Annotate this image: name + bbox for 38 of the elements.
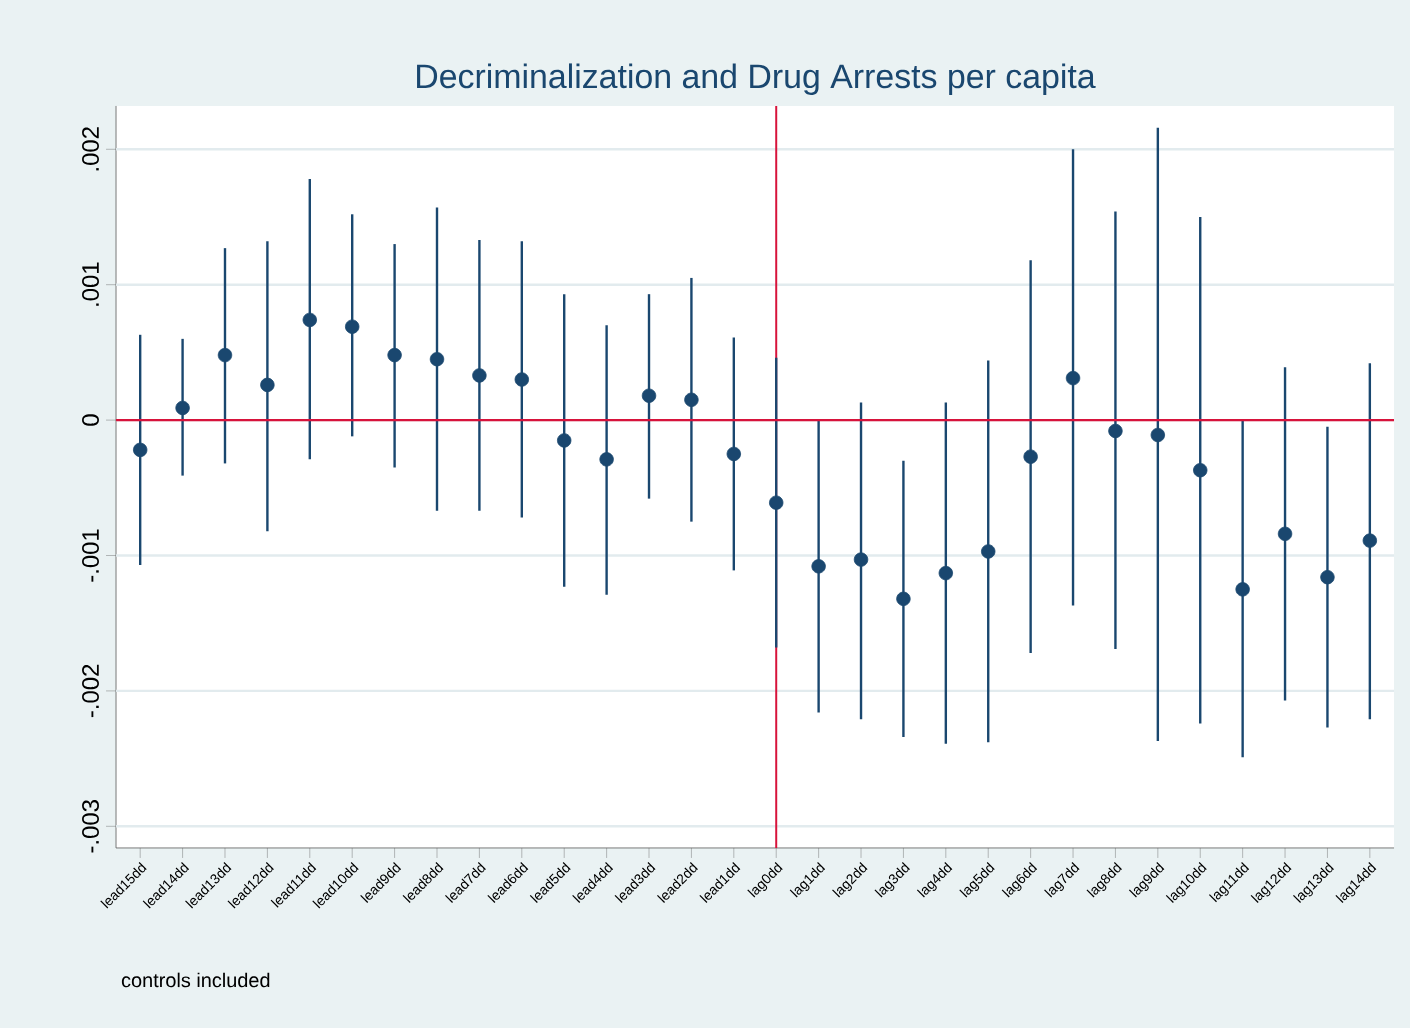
point: [472, 368, 487, 383]
point: [938, 565, 953, 581]
point: [684, 392, 699, 407]
point: [302, 312, 317, 328]
point: [514, 372, 529, 387]
point: [1235, 582, 1250, 597]
y-tick-label: .002: [82, 127, 99, 171]
point: [260, 377, 275, 393]
point: [769, 495, 784, 510]
point: [641, 388, 657, 403]
y-tick-label: -.001: [82, 529, 99, 582]
point: [1065, 370, 1081, 386]
point: [133, 442, 148, 458]
point: [811, 559, 826, 574]
y-tick-label: 0: [82, 414, 99, 426]
point: [557, 433, 572, 448]
point: [175, 400, 190, 416]
chart-title: Decriminalization and Drug Arrests per capita: [417, 63, 1096, 95]
point: [1108, 423, 1123, 439]
point: [981, 544, 996, 559]
point: [726, 446, 741, 462]
y-tick-label: -.002: [82, 664, 99, 718]
point: [853, 552, 869, 567]
y-tick-label: .001: [82, 262, 99, 306]
point: [387, 347, 402, 363]
point: [1277, 526, 1293, 542]
point: [1362, 533, 1378, 548]
point: [1193, 463, 1208, 478]
point: [1023, 449, 1038, 464]
point: [429, 351, 445, 367]
point: [1320, 569, 1335, 585]
point: [1150, 427, 1166, 443]
point: [896, 591, 911, 606]
text: controls included: [121, 972, 270, 988]
point: [217, 347, 233, 363]
point: [345, 319, 360, 334]
point: [599, 452, 614, 467]
y-tick-label: -.003: [82, 800, 99, 853]
